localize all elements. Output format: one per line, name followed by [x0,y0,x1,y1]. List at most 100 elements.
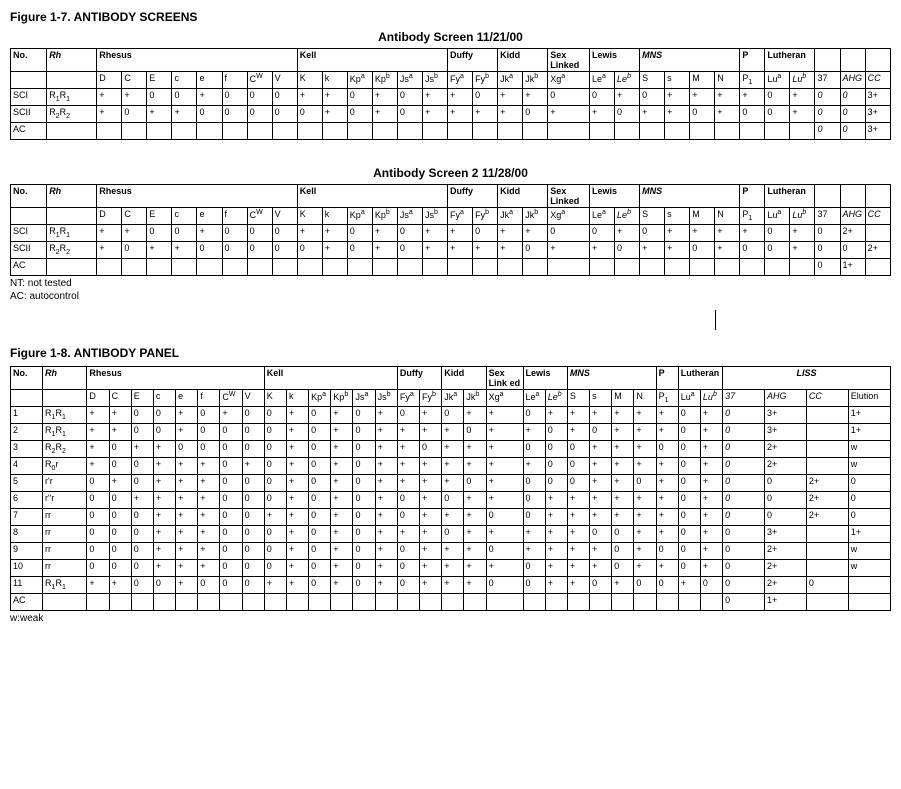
antigen-col: D [97,72,122,89]
cell [523,123,548,140]
cell: + [176,526,198,543]
cell: + [464,492,486,509]
cell: 0 [131,543,153,560]
grp-rhesus: Rhesus [97,185,297,208]
cell: 0 [353,577,375,594]
cell: + [656,509,678,526]
cell: + [612,441,634,458]
antigen-col: Jsa [397,72,422,89]
cell [422,123,447,140]
cell [473,123,498,140]
cell: + [790,225,815,242]
cell: 0 [309,475,331,492]
cell [715,259,740,276]
cell: 0 [397,106,422,123]
cell: 1+ [840,259,865,276]
antigen-col: Jsb [422,208,447,225]
cell: + [122,225,147,242]
cell: + [153,458,175,475]
antigen-col: N [634,390,656,407]
cell [590,259,615,276]
cell: 0 [147,89,172,106]
cell: + [420,424,442,441]
cell: 0 [848,492,890,509]
cell: + [397,424,419,441]
cell: 0 [486,543,523,560]
cell: 0 [309,424,331,441]
cell: + [486,458,523,475]
cell: + [690,225,715,242]
cell [43,390,87,407]
cell: 1+ [848,407,890,424]
cell: 0 [87,475,109,492]
row-no: AC [11,594,43,611]
cell: 0 [247,106,272,123]
row-rh: rr [43,509,87,526]
cell: 0 [678,458,700,475]
grp-kell: Kell [264,367,397,390]
cell: + [700,492,722,509]
cell: 0 [242,509,264,526]
cell: + [286,492,308,509]
cell [665,123,690,140]
cell [297,123,322,140]
cell: 0 [87,509,109,526]
cell [498,259,523,276]
cell [790,259,815,276]
antigen-col: E [147,72,172,89]
cell: + [297,89,322,106]
screen2-table-wrap: No.RhRhesusKellDuffyKiddSex LinkedLewisM… [10,184,891,276]
cell: w [848,441,890,458]
cell: + [420,458,442,475]
cell: 0 [840,89,865,106]
cell: 0 [523,509,545,526]
antigen-col: Lub [790,72,815,89]
row-no: 7 [11,509,43,526]
antigen-col: f [198,390,220,407]
antigen-col: D [97,208,122,225]
antigen-col: f [222,208,247,225]
row-rh: R1R1 [47,225,97,242]
cell [47,208,97,225]
cell: + [176,407,198,424]
cell: + [372,225,397,242]
cell: 0 [197,106,222,123]
cell: + [153,492,175,509]
figure-1-8-title: Figure 1-8. ANTIBODY PANEL [10,346,891,360]
cell: 0 [87,560,109,577]
cell [397,123,422,140]
cell: 0 [473,89,498,106]
cell: 0 [264,526,286,543]
cell: + [442,509,464,526]
cell: + [172,106,197,123]
cell: + [372,106,397,123]
cell: 0 [198,577,220,594]
cell: 0 [198,441,220,458]
cell: + [523,424,545,441]
grp-lewis: Lewis [523,367,567,390]
cell: 0 [690,242,715,259]
cell: + [790,242,815,259]
cell: 0 [247,225,272,242]
cell [740,123,765,140]
antigen-col: CW [220,390,242,407]
cell: + [87,458,109,475]
cell: 0 [723,458,765,475]
cell [331,594,353,611]
cell: + [176,560,198,577]
cell [47,72,97,89]
cell: 0 [397,89,422,106]
cell: 0 [723,475,765,492]
cell: 3+ [865,123,890,140]
antigen-col: P1 [740,72,765,89]
cell [700,594,722,611]
cell: 0 [242,577,264,594]
cell: 0 [473,225,498,242]
cell: 0 [220,458,242,475]
cell: 0 [264,560,286,577]
cell: + [97,106,122,123]
cell [498,123,523,140]
cell: 0 [272,106,297,123]
cell: 0 [220,492,242,509]
cell: 0 [131,475,153,492]
